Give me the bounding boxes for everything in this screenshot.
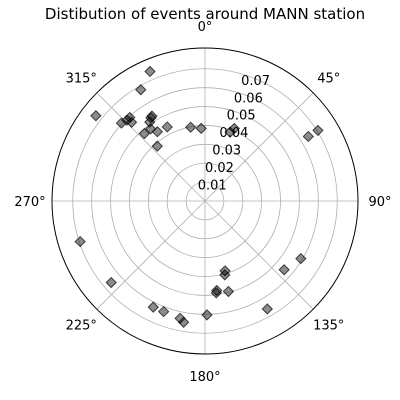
radial-gridline [185, 181, 225, 221]
data-point [228, 122, 241, 135]
radial-gridline [129, 125, 281, 277]
radial-tick-label: 0.02 [205, 161, 234, 176]
angular-tick-label: 0° [198, 20, 213, 35]
data-point [201, 309, 213, 321]
radial-tick-label: 0.05 [227, 109, 256, 124]
data-point [222, 285, 235, 298]
polar-frame [51, 47, 359, 355]
data-point [161, 121, 173, 133]
radial-gridline [147, 143, 263, 259]
angular-tick-label: 225° [66, 319, 97, 334]
data-point [90, 110, 102, 122]
angular-gridline [96, 200, 206, 310]
angular-tick-label: 180° [189, 370, 220, 385]
radial-tick-label: 0.06 [234, 91, 263, 106]
data-point [125, 116, 138, 128]
data-point [146, 110, 158, 122]
data-point [219, 269, 231, 281]
data-point [105, 276, 117, 289]
data-point [224, 126, 236, 138]
data-point [74, 235, 86, 248]
data-point [177, 316, 190, 328]
data-point [312, 124, 324, 137]
polar-grid [52, 48, 358, 354]
angular-tick-label: 270° [14, 195, 45, 210]
data-point [184, 121, 197, 133]
angular-tick-label: 135° [313, 319, 344, 334]
data-point [278, 264, 290, 276]
data-point [151, 140, 163, 152]
data-point [261, 303, 274, 315]
radial-tick-label: 0.07 [241, 74, 270, 89]
data-point [151, 126, 164, 138]
data-point [147, 301, 159, 313]
data-point [195, 122, 207, 135]
angular-tick-label: 45° [317, 71, 340, 86]
data-point [211, 284, 223, 297]
data-point [121, 114, 133, 126]
data-point [295, 252, 307, 265]
radial-gridline [166, 162, 244, 240]
angular-tick-labels: 0° 45° 90° 135° 180° 225° 270° 315° [14, 20, 391, 385]
radial-tick-label: 0.03 [212, 144, 241, 159]
radial-gridline [110, 106, 300, 296]
angular-tick-label: 90° [368, 195, 391, 210]
data-point [219, 265, 231, 277]
data-point [144, 116, 156, 128]
data-point [144, 65, 156, 78]
data-point [138, 127, 151, 140]
data-point [115, 117, 128, 129]
angular-gridline [96, 92, 206, 202]
angular-tick-label: 315° [66, 71, 97, 86]
data-point [174, 312, 186, 325]
data-points [74, 65, 324, 328]
data-point [210, 287, 222, 299]
radial-tick-label: 0.01 [198, 179, 227, 194]
angular-gridline [204, 200, 314, 310]
radial-gridline [72, 68, 338, 334]
data-point [135, 84, 147, 96]
chart-title: Distibution of events around MANN statio… [45, 5, 365, 23]
data-point [302, 130, 315, 143]
radial-gridline [91, 87, 319, 315]
angular-gridline [204, 92, 314, 202]
data-point [157, 305, 170, 318]
